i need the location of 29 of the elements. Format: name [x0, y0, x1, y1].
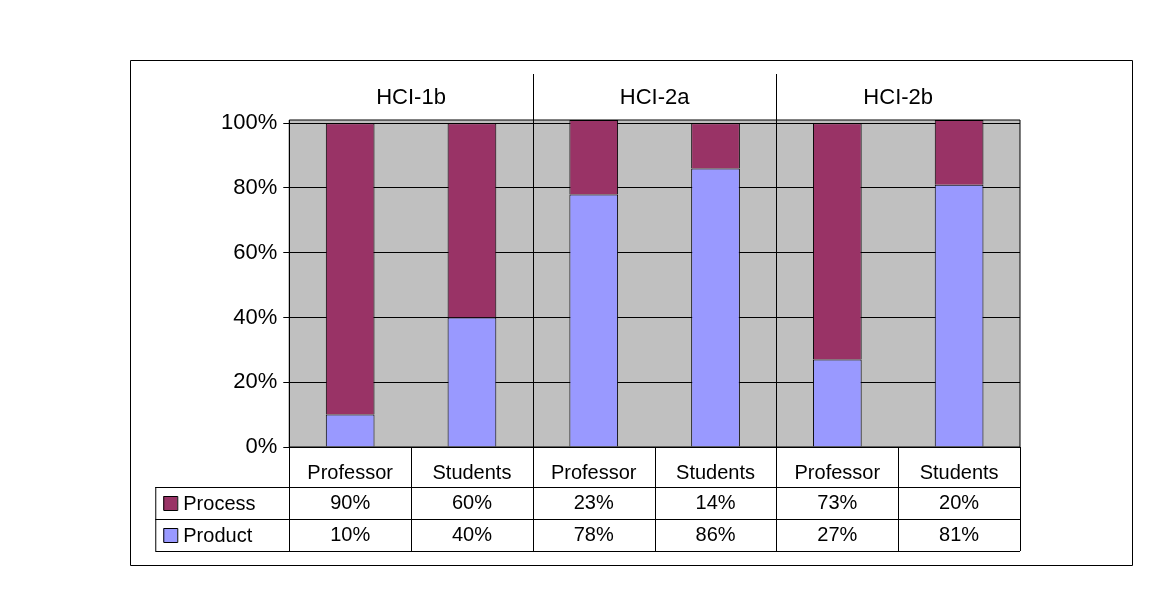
legend-label: Product	[183, 523, 253, 546]
data-label: 78%	[573, 522, 614, 545]
legend-label: Process	[183, 491, 256, 514]
x-tick-label: Students	[432, 460, 512, 483]
data-label: 73%	[817, 490, 858, 513]
data-label: 27%	[817, 522, 858, 545]
data-label: 10%	[330, 522, 371, 545]
y-tick-label: 100%	[220, 109, 278, 135]
data-label: 86%	[695, 522, 736, 545]
y-tick-label: 20%	[233, 368, 278, 394]
x-tick-label: Professor	[794, 460, 881, 483]
data-label: 20%	[939, 490, 980, 513]
x-tick-label: Students	[676, 460, 755, 483]
text: HCI-1b	[376, 84, 446, 110]
data-label: 90%	[330, 490, 371, 513]
x-tick-label: Professor	[307, 460, 394, 483]
data-label: 14%	[695, 490, 736, 513]
text: HCI-2a	[619, 84, 691, 110]
y-tick-label: 0%	[245, 433, 278, 459]
x-tick-label: Professor	[550, 460, 637, 483]
data-label: 60%	[451, 490, 493, 513]
y-tick-label: 60%	[233, 238, 278, 264]
data-label: 81%	[939, 522, 980, 545]
data-label: 23%	[573, 490, 614, 513]
y-tick-label: 40%	[233, 303, 278, 329]
text: HCI-2b	[863, 84, 934, 110]
x-tick-label: Students	[919, 460, 999, 483]
y-tick-label: 80%	[233, 174, 278, 200]
data-label: 40%	[451, 522, 493, 545]
